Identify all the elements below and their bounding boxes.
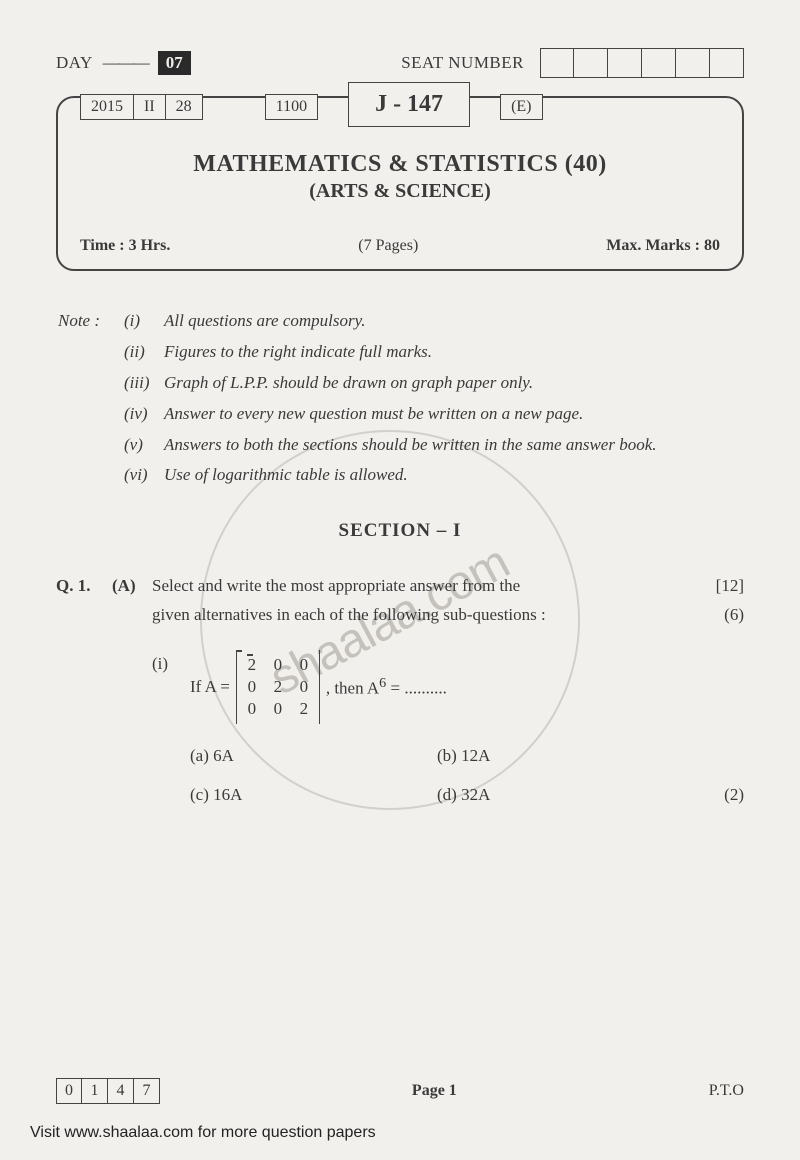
question-1: Q. 1. (A) Select and write the most appr… bbox=[56, 572, 744, 810]
seat-number-boxes bbox=[540, 48, 744, 78]
info-cell-roman: II bbox=[134, 94, 166, 120]
note-list: (i)All questions are compulsory. (ii)Fig… bbox=[124, 307, 744, 492]
day-number: 07 bbox=[158, 51, 191, 75]
paper-info-box: 2015 II 28 1100 J - 147 (E) MATHEMATICS … bbox=[56, 96, 744, 271]
question-body: Select and write the most appropriate an… bbox=[152, 572, 744, 630]
header-row: DAY ——— 07 SEAT NUMBER bbox=[56, 48, 744, 78]
subject-title: MATHEMATICS & STATISTICS (40) bbox=[80, 151, 720, 178]
matrix-post-text: , then A6 = .......... bbox=[326, 671, 447, 704]
section-heading: SECTION – I bbox=[56, 520, 744, 542]
option-a: (a) 6A bbox=[190, 742, 437, 771]
note-item: (iii)Graph of L.P.P. should be drawn on … bbox=[124, 369, 744, 398]
source-footer: Visit www.shaalaa.com for more question … bbox=[30, 1124, 376, 1142]
pto-label: P.T.O bbox=[709, 1082, 744, 1100]
page-number: Page 1 bbox=[412, 1082, 457, 1100]
paper-code: J - 147 bbox=[348, 82, 470, 127]
day-block: DAY ——— 07 bbox=[56, 51, 191, 75]
seat-box bbox=[642, 48, 676, 78]
question-stem-line1: Select and write the most appropriate an… bbox=[152, 572, 520, 601]
option-b: (b) 12A bbox=[437, 742, 684, 771]
question-part: (A) bbox=[112, 572, 152, 630]
info-top-row: 2015 II 28 1100 J - 147 (E) bbox=[80, 96, 720, 141]
info-cell-day: 28 bbox=[166, 94, 203, 120]
day-label: DAY bbox=[56, 53, 93, 73]
answer-options: (a) 6A (b) 12A (c) 16A (d) 32A (2) bbox=[190, 742, 744, 810]
sub-question-body: If A = 200 020 002 , then A6 = .........… bbox=[190, 650, 744, 724]
title-block: MATHEMATICS & STATISTICS (40) (ARTS & SC… bbox=[80, 151, 720, 203]
page-count: (7 Pages) bbox=[358, 237, 418, 255]
info-bottom-row: Time : 3 Hrs. (7 Pages) Max. Marks : 80 bbox=[80, 237, 720, 255]
subject-subtitle: (ARTS & SCIENCE) bbox=[80, 180, 720, 203]
exam-page: DAY ——— 07 SEAT NUMBER 2015 II 28 1100 J… bbox=[0, 0, 800, 1160]
note-item: (vi)Use of logarithmic table is allowed. bbox=[124, 461, 744, 490]
sub-question-i: (i) If A = 200 020 002 , then A6 = .....… bbox=[152, 650, 744, 724]
max-marks: Max. Marks : 80 bbox=[606, 237, 720, 255]
time-allowed: Time : 3 Hrs. bbox=[80, 237, 170, 255]
option-d: (d) 32A bbox=[437, 781, 684, 810]
footer-code-boxes: 0 1 4 7 bbox=[56, 1078, 160, 1104]
footer-code-digit: 4 bbox=[108, 1078, 134, 1104]
footer-code-digit: 7 bbox=[134, 1078, 160, 1104]
seat-box bbox=[710, 48, 744, 78]
option-c: (c) 16A bbox=[190, 781, 437, 810]
question-marks-sub: (6) bbox=[724, 601, 744, 630]
footer-code-digit: 0 bbox=[56, 1078, 82, 1104]
seat-block: SEAT NUMBER bbox=[401, 48, 744, 78]
notes-block: Note : (i)All questions are compulsory. … bbox=[58, 307, 744, 492]
info-cell-time: 1100 bbox=[265, 94, 318, 120]
seat-box bbox=[540, 48, 574, 78]
page-footer: 0 1 4 7 Page 1 P.T.O bbox=[56, 1078, 744, 1104]
option-marks: (2) bbox=[684, 781, 744, 810]
note-item: (iv)Answer to every new question must be… bbox=[124, 400, 744, 429]
question-stem-line2: given alternatives in each of the follow… bbox=[152, 601, 546, 630]
seat-box bbox=[676, 48, 710, 78]
info-cell-year: 2015 bbox=[80, 94, 134, 120]
seat-label: SEAT NUMBER bbox=[401, 53, 524, 73]
question-number: Q. 1. bbox=[56, 572, 112, 630]
seat-box bbox=[574, 48, 608, 78]
note-item: (ii)Figures to the right indicate full m… bbox=[124, 338, 744, 367]
seat-box bbox=[608, 48, 642, 78]
question-marks-total: [12] bbox=[696, 572, 744, 601]
note-item: (v)Answers to both the sections should b… bbox=[124, 431, 744, 460]
sub-question-number: (i) bbox=[152, 650, 190, 724]
day-dash: ——— bbox=[103, 53, 148, 73]
info-cell-lang: (E) bbox=[500, 94, 542, 120]
matrix-pre-text: If A = bbox=[190, 673, 230, 702]
matrix-A: 200 020 002 bbox=[236, 650, 320, 724]
footer-code-digit: 1 bbox=[82, 1078, 108, 1104]
note-item: (i)All questions are compulsory. bbox=[124, 307, 744, 336]
note-label: Note : bbox=[58, 307, 124, 492]
